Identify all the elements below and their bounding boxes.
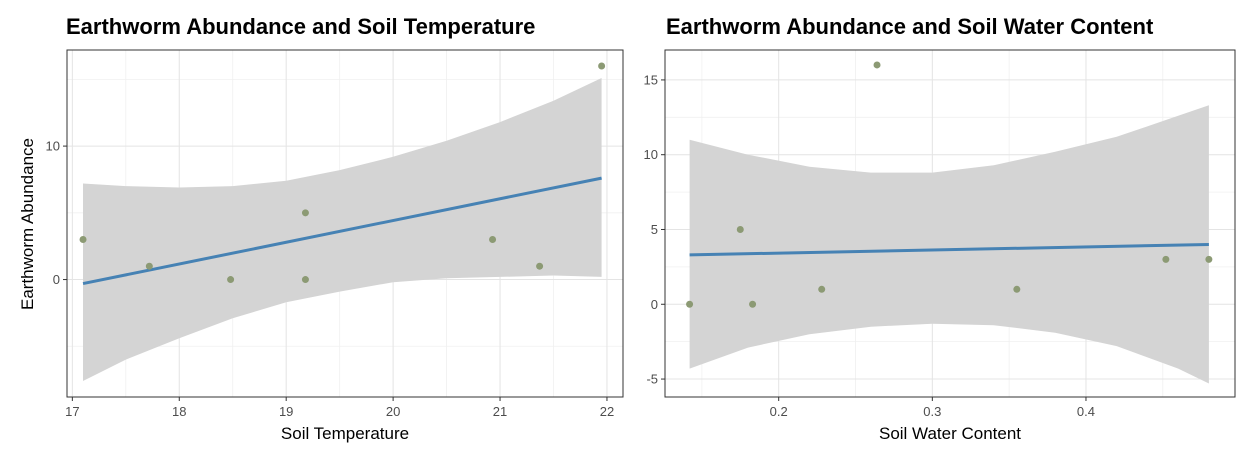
x-tick-label: 0.2 [770,404,788,419]
data-point [1205,255,1213,263]
data-point [301,209,309,217]
x-tick-label: 21 [493,404,507,419]
data-point [736,225,744,233]
data-point [145,262,153,270]
regression-line [689,242,1209,257]
y-tick-label: 15 [644,72,658,87]
data-point [301,276,309,284]
panel-border [66,49,624,398]
data-point [1162,255,1170,263]
data-point [536,262,544,270]
x-axis-title: Soil Temperature [280,424,410,443]
y-tick-label: 10 [644,147,658,162]
data-point [489,236,497,244]
x-tick-label: 19 [279,404,293,419]
y-tick-label: 0 [651,297,658,312]
x-axis-title: Soil Water Content [878,424,1022,443]
data-point [749,300,757,308]
chart-panel-temperature: Earthworm Abundance and Soil Temperature… [18,14,624,443]
x-tick-label: 17 [65,404,79,419]
scatter-plot-temperature: 17 18 19 20 21 22 0 10 [46,49,624,419]
y-tick-label: 0 [53,272,60,287]
data-point [227,276,235,284]
chart-title: Earthworm Abundance and Soil Temperature [66,14,536,39]
data-point [598,62,606,70]
y-axis-title: Earthworm Abundance [18,137,37,310]
x-tick-label: 20 [386,404,400,419]
scatter-plot-water-content: 0.2 0.3 0.4 -5 0 5 10 15 [644,49,1236,419]
y-tick-label: 5 [651,222,658,237]
data-point [79,236,87,244]
y-tick-label: 10 [46,139,60,154]
x-tick-label: 22 [600,404,614,419]
data-point [1013,285,1021,293]
x-tick-label: 18 [172,404,186,419]
chart-panel-water-content: Earthworm Abundance and Soil Water Conte… [626,0,1242,462]
chart-title: Earthworm Abundance and Soil Water Conte… [666,14,1154,39]
panel-border [664,49,1236,398]
data-point [873,61,881,69]
data-point [818,285,826,293]
confidence-band [689,105,1209,384]
data-point [686,300,694,308]
y-tick-label: -5 [646,372,658,387]
x-tick-label: 0.3 [923,404,941,419]
regression-line [82,176,602,286]
x-tick-label: 0.4 [1077,404,1095,419]
